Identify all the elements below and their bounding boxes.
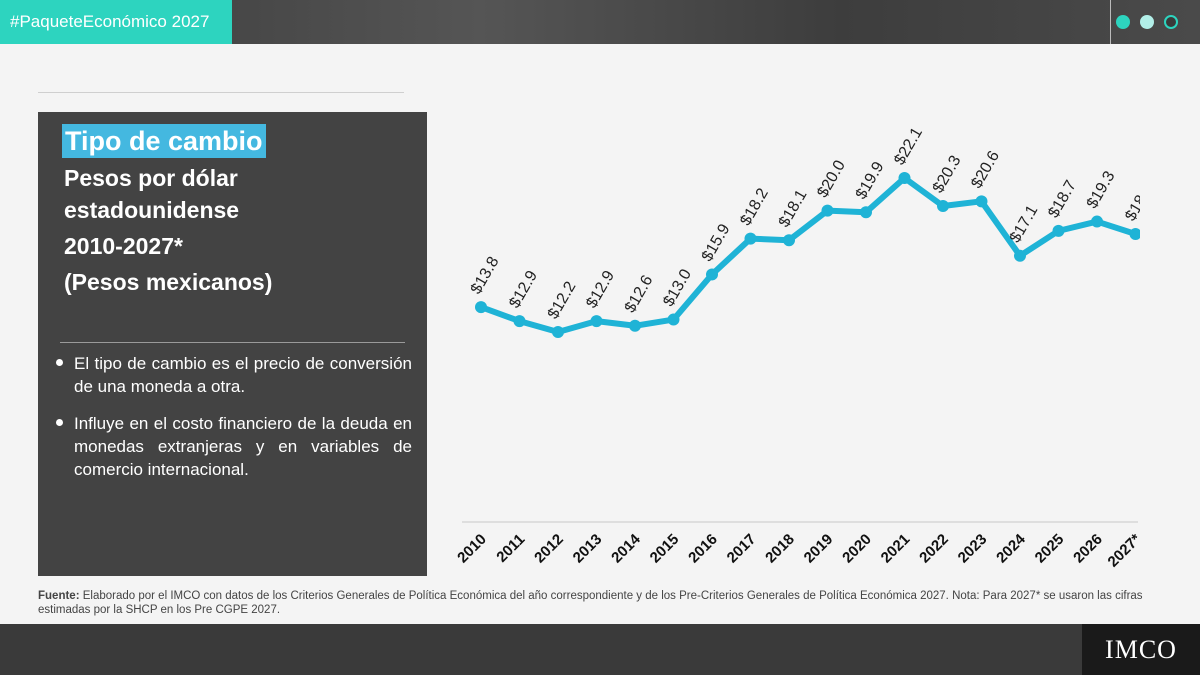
subtitle-line: estadounidense [64, 197, 240, 223]
data-point [821, 204, 834, 217]
x-tick-label: 2019 [801, 531, 837, 567]
footnote-text: Elaborado por el IMCO con datos de los C… [38, 590, 1143, 616]
bullet-item: El tipo de cambio es el precio de conver… [52, 352, 412, 398]
x-tick-label: 2015 [647, 531, 683, 567]
bullet-list: El tipo de cambio es el precio de conver… [52, 352, 412, 495]
data-label: $12.6 [622, 273, 657, 316]
data-label: $18.2 [737, 185, 772, 228]
x-tick-label: 2022 [916, 531, 952, 567]
data-point [744, 232, 757, 245]
data-point [1052, 224, 1065, 237]
x-tick-label: 2027* [1105, 531, 1140, 571]
data-point [706, 268, 718, 281]
panel-title: Tipo de cambio [62, 124, 266, 158]
x-tick-label: 2011 [493, 531, 528, 566]
x-tick-label: 2025 [1032, 531, 1068, 567]
x-tick-label: 2014 [608, 530, 644, 566]
x-tick-label: 2016 [685, 531, 721, 567]
data-point [975, 195, 988, 208]
x-tick-label: 2023 [955, 531, 991, 567]
data-label: $17.1 [1007, 203, 1042, 246]
data-point [475, 301, 487, 314]
bullet-item: Influye en el costo financiero de la deu… [52, 412, 412, 481]
series-line [479, 175, 1137, 335]
hashtag-label: #PaqueteEconómico 2027 [0, 0, 232, 44]
info-panel: Tipo de cambio Pesos por dólar estadouni… [38, 112, 427, 576]
x-tick-label: 2017 [724, 531, 760, 567]
data-point [590, 315, 603, 328]
data-point [667, 313, 680, 326]
data-point [513, 315, 526, 328]
x-tick-label: 2012 [531, 531, 567, 567]
bottom-bar [0, 624, 1200, 675]
x-tick-label: 2020 [839, 531, 875, 567]
data-label: $18.1 [776, 187, 811, 230]
footnote-label: Fuente: [38, 590, 80, 602]
data-point [629, 319, 641, 332]
x-tick-label: 2010 [454, 531, 490, 567]
panel-subtitle: Pesos por dólar estadounidense 2010-2027… [64, 162, 404, 298]
data-label: $18.5 [1122, 181, 1140, 224]
dot-2-icon [1140, 15, 1154, 29]
data-label: $12.9 [583, 268, 618, 311]
x-tick-label: 2013 [570, 531, 606, 567]
data-point [1014, 249, 1026, 262]
subtitle-line: 2010-2027* [64, 233, 183, 259]
top-divider [1110, 0, 1111, 44]
page-dots [1116, 15, 1178, 29]
data-label: $20.6 [968, 148, 1003, 191]
data-label: $20.0 [814, 157, 849, 200]
data-point [898, 172, 911, 184]
data-point [1129, 228, 1140, 240]
data-label: $19.3 [1084, 168, 1119, 211]
footnote: Fuente: Elaborado por el IMCO con datos … [38, 589, 1148, 617]
imco-logo: IMCO [1082, 624, 1200, 675]
data-label: $13.8 [468, 254, 503, 297]
exchange-rate-line-chart: $13.8 2010 $12.9 2011 $12.2 2012 $12.9 2013 $12.… [454, 125, 1140, 571]
data-label: $12.9 [506, 268, 541, 311]
data-point [937, 200, 949, 212]
subtitle-line: (Pesos mexicanos) [64, 269, 273, 295]
x-tick-label: 2024 [993, 530, 1029, 566]
x-tick-label: 2021 [878, 531, 914, 567]
data-label: $18.7 [1045, 178, 1080, 221]
data-point [860, 206, 872, 219]
x-tick-label: 2026 [1070, 531, 1106, 567]
subtitle-line: Pesos por dólar [64, 165, 238, 191]
data-point [552, 326, 564, 338]
data-point [783, 234, 795, 247]
data-label: $22.1 [891, 125, 926, 168]
data-label: $12.2 [545, 279, 580, 322]
data-label: $20.3 [930, 153, 965, 196]
top-rule [38, 92, 404, 93]
dot-1-icon [1116, 15, 1130, 29]
x-tick-label: 2018 [762, 531, 798, 567]
panel-divider [60, 342, 405, 343]
data-point [1091, 215, 1103, 228]
dot-3-icon [1164, 15, 1178, 29]
